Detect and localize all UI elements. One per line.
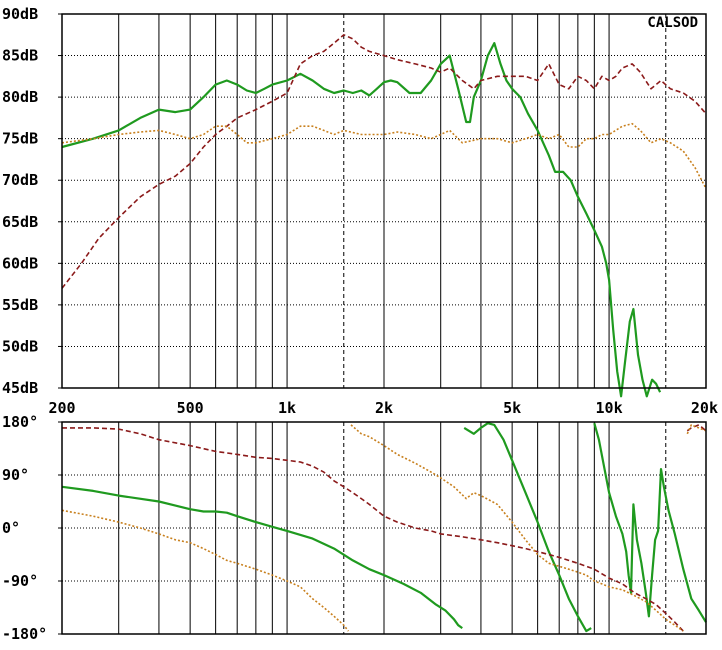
y-tick-label: 70dB xyxy=(2,171,38,189)
y-tick-label: 75dB xyxy=(2,130,38,148)
phase-panel: 180° 90° 0° -90° -180° xyxy=(2,413,707,643)
y-tick-label: 60dB xyxy=(2,254,38,272)
series-line-dotted xyxy=(61,122,707,189)
x-tick-label: 20k xyxy=(691,399,718,417)
series-line-solid xyxy=(61,42,662,398)
y-tick-label: 90° xyxy=(2,466,29,484)
y-tick-label: -180° xyxy=(2,625,47,643)
y-tick-label: 80dB xyxy=(2,88,38,106)
series-line-dashed xyxy=(61,34,707,289)
x-tick-label: 500 xyxy=(177,399,204,417)
x-tick-label: 10k xyxy=(596,399,623,417)
y-tick-label: -90° xyxy=(2,572,38,590)
y-tick-label: 0° xyxy=(2,519,20,537)
series-line-solid xyxy=(61,422,707,633)
plot-frame xyxy=(61,421,707,635)
x-tick-label: 1k xyxy=(278,399,296,417)
series-line-dotted xyxy=(61,424,707,632)
y-tick-label: 55dB xyxy=(2,296,38,314)
y-tick-label: 90dB xyxy=(2,5,38,23)
y-tick-label: 45dB xyxy=(2,379,38,397)
plot-frame xyxy=(61,13,707,389)
y-tick-label: 180° xyxy=(2,413,38,431)
brand-label: CALSOD xyxy=(647,15,698,31)
x-tick-label: 2k xyxy=(375,399,393,417)
y-tick-label: 65dB xyxy=(2,213,38,231)
y-tick-label: 50dB xyxy=(2,337,38,355)
magnitude-panel: 90dB 85dB 80dB 75dB 70dB 65dB 60dB 55dB 50dB 45dB xyxy=(2,5,707,398)
x-tick-label: 200 xyxy=(48,399,75,417)
x-tick-label: 5k xyxy=(503,399,521,417)
y-tick-label: 85dB xyxy=(2,47,38,65)
x-axis-tick-labels: 200 500 1k 2k 5k 10k 20k xyxy=(48,399,718,417)
